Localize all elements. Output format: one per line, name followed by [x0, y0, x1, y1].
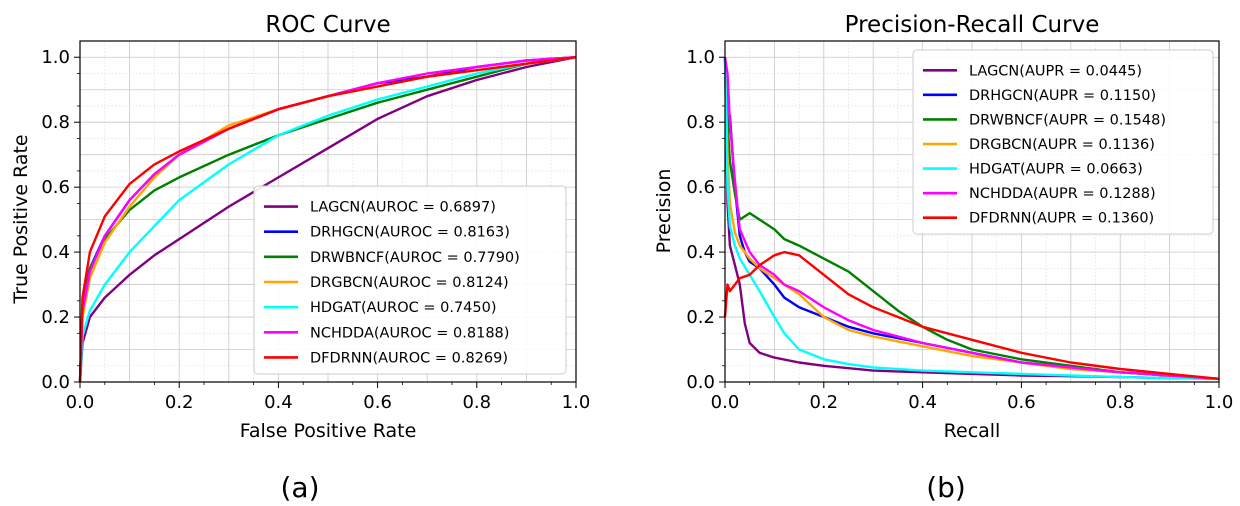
- roc-legend-label: DRWBNCF(AUROC = 0.7790): [310, 250, 520, 266]
- roc-x-tick-label: 0.6: [363, 392, 392, 413]
- pr-legend-label: DFDRNN(AUPR = 0.1360): [969, 211, 1154, 227]
- roc-x-tick-label: 0.0: [66, 392, 95, 413]
- pr-legend-label: DRHGCN(AUPR = 0.1150): [969, 88, 1156, 104]
- pr-x-tick-label: 0.0: [711, 392, 740, 413]
- pr-legend-label: NCHDDA(AUPR = 0.1288): [969, 186, 1156, 202]
- pr-y-tick-label: 0.8: [686, 112, 715, 133]
- pr-y-tick-label: 0.2: [686, 307, 715, 328]
- roc-x-tick-label: 1.0: [562, 392, 591, 413]
- pr-series-line: [723, 250, 1220, 380]
- roc-caption: (a): [280, 471, 319, 504]
- pr-x-axis-label: Recall: [944, 420, 1001, 442]
- pr-legend: LAGCN(AUPR = 0.0445) DRHGCN(AUPR = 0.1150…: [912, 49, 1214, 235]
- roc-y-tick-label: 0.0: [41, 372, 70, 393]
- roc-series-line: [78, 56, 577, 383]
- roc-x-tick-label: 0.2: [165, 392, 194, 413]
- pr-x-tick-label: 0.4: [908, 392, 937, 413]
- roc-x-axis-label: False Positive Rate: [240, 420, 417, 442]
- roc-panel: ROC Curve False Positive Rate True Posit…: [10, 12, 590, 504]
- roc-chart-title: ROC Curve: [265, 12, 390, 38]
- pr-legend-label: LAGCN(AUPR = 0.0445): [969, 63, 1142, 79]
- roc-legend-label: DRGBCN(AUROC = 0.8124): [310, 275, 509, 291]
- pr-caption: (b): [926, 471, 966, 504]
- roc-y-tick-label: 0.4: [41, 242, 70, 263]
- pr-x-tick-label: 1.0: [1205, 392, 1234, 413]
- roc-legend-label: LAGCN(AUROC = 0.6897): [310, 200, 496, 216]
- pr-y-tick-label: 1.0: [686, 47, 715, 68]
- pr-x-tick-label: 0.6: [1007, 392, 1036, 413]
- pr-legend-box: [912, 49, 1214, 235]
- pr-y-axis-label: Precision: [653, 169, 675, 254]
- pr-series-line: [723, 57, 1220, 380]
- pr-legend-label: DRGBCN(AUPR = 0.1136): [969, 137, 1155, 153]
- roc-y-tick-label: 0.8: [41, 112, 70, 133]
- pr-legend-label: DRWBNCF(AUPR = 0.1548): [969, 112, 1166, 128]
- pr-chart-title: Precision-Recall Curve: [845, 12, 1100, 38]
- roc-legend-box: [253, 185, 567, 375]
- roc-x-tick-label: 0.8: [462, 392, 491, 413]
- pr-series-line: [723, 57, 1220, 380]
- pr-y-tick-label: 0.4: [686, 242, 715, 263]
- pr-panel: Precision-Recall Curve Recall Precision …: [653, 12, 1233, 504]
- pr-legend-label: HDGAT(AUPR = 0.0663): [969, 162, 1143, 178]
- roc-legend: LAGCN(AUROC = 0.6897) DRHGCN(AUROC = 0.81…: [253, 185, 567, 375]
- pr-x-tick-label: 0.2: [809, 392, 838, 413]
- pr-plot-frame: [724, 40, 1220, 383]
- roc-series-line: [78, 56, 577, 383]
- pr-series-line: [723, 57, 1220, 380]
- roc-legend-label: DRHGCN(AUROC = 0.8163): [310, 225, 510, 241]
- roc-legend-label: HDGAT(AUROC = 0.7450): [310, 300, 497, 316]
- roc-series-line: [78, 56, 577, 383]
- roc-legend-label: DFDRNN(AUROC = 0.8269): [310, 350, 508, 366]
- pr-x-tick-label: 0.8: [1106, 392, 1135, 413]
- pr-y-tick-label: 0.0: [686, 372, 715, 393]
- roc-y-tick-label: 0.2: [41, 307, 70, 328]
- roc-y-axis-label: True Positive Rate: [10, 134, 32, 304]
- roc-plot-frame: [79, 40, 577, 383]
- roc-y-tick-label: 1.0: [41, 47, 70, 68]
- roc-x-tick-label: 0.4: [264, 392, 293, 413]
- pr-y-tick-label: 0.6: [686, 177, 715, 198]
- roc-y-tick-label: 0.6: [41, 177, 70, 198]
- roc-legend-label: NCHDDA(AUROC = 0.8188): [310, 325, 509, 341]
